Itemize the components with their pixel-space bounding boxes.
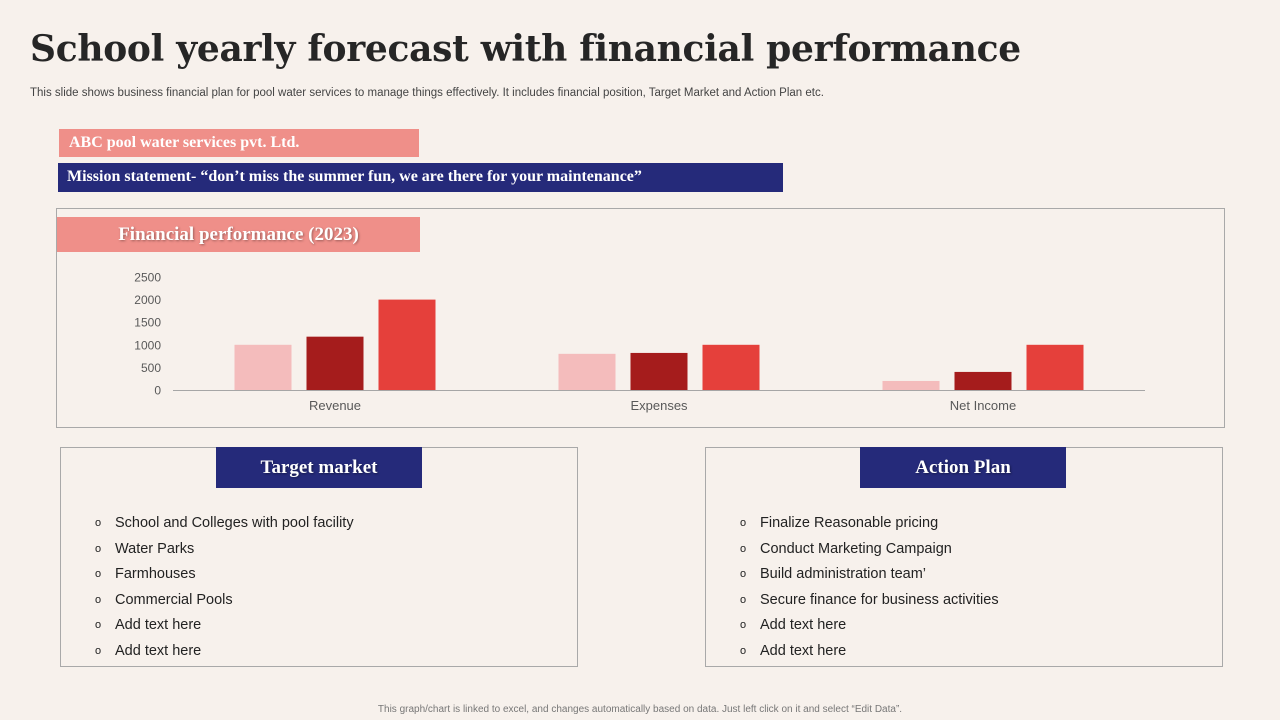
list-item: o Conduct Marketing Campaign — [740, 537, 999, 563]
bullet-icon: o — [95, 542, 102, 555]
page-subtitle: This slide shows business financial plan… — [30, 87, 824, 99]
bullet-icon: o — [95, 593, 102, 606]
list-item-text: Finalize Reasonable pricing — [760, 515, 939, 531]
x-tick-label: Expenses — [630, 398, 688, 413]
list-item: o Add text here — [740, 639, 999, 665]
list-item: o Secure finance for business activities — [740, 588, 999, 614]
list-item-text: Add text here — [115, 642, 202, 659]
target-market-header: Target market — [216, 447, 422, 488]
bar — [306, 336, 364, 390]
list-item-text: Commercial Pools — [115, 591, 233, 608]
action-plan-panel: Action Plan o Finalize Reasonable pricing… — [705, 447, 1223, 667]
action-plan-list: o Finalize Reasonable pricing o Conduct Ma… — [740, 511, 999, 665]
list-item: o School and Colleges with pool facility — [95, 511, 354, 537]
bullet-icon: o — [740, 644, 747, 657]
y-tick-label: 1500 — [134, 316, 161, 330]
bullet-icon: o — [740, 542, 747, 555]
y-tick-label: 2000 — [134, 293, 161, 307]
page-title: School yearly forecast with financial pe… — [30, 28, 1021, 70]
list-item: o Add text here — [740, 613, 999, 639]
y-tick-label: 0 — [154, 384, 161, 398]
list-item: o Farmhouses — [95, 562, 354, 588]
bullet-icon: o — [740, 517, 747, 529]
bullet-icon: o — [740, 619, 747, 632]
list-item: o Water Parks — [95, 537, 354, 563]
list-item-text: Add text here — [760, 642, 847, 659]
bar — [630, 352, 688, 390]
y-tick-label: 1000 — [134, 338, 161, 352]
bar — [954, 371, 1012, 390]
list-item: o Build administration team’ — [740, 562, 999, 588]
bar — [882, 380, 940, 390]
financial-chart-box — [56, 208, 1225, 428]
bullet-icon: o — [740, 593, 747, 606]
bullet-icon: o — [95, 644, 102, 657]
bullet-icon: o — [95, 568, 102, 581]
bar — [234, 344, 292, 390]
bar — [702, 344, 760, 390]
list-item: o Finalize Reasonable pricing — [740, 511, 999, 537]
bullet-icon: o — [740, 568, 747, 581]
y-tick-label: 500 — [141, 361, 161, 375]
company-name-banner: ABC pool water services pvt. Ltd. — [59, 129, 419, 157]
list-item-text: Secure finance for business activities — [760, 591, 999, 608]
list-item: o Add text here — [95, 613, 354, 639]
list-item-text: Add text here — [760, 617, 847, 634]
list-item-text: Farmhouses — [115, 566, 196, 583]
x-tick-label: Net Income — [950, 398, 1016, 413]
bar — [1026, 344, 1084, 390]
list-item-text: Conduct Marketing Campaign — [760, 540, 952, 557]
action-plan-header: Action Plan — [860, 447, 1066, 488]
bullet-icon: o — [95, 517, 102, 529]
chart-header: Financial performance (2023) — [57, 217, 420, 252]
footnote: This graph/chart is linked to excel, and… — [377, 704, 903, 715]
bar — [558, 353, 616, 390]
list-item-text: Build administration team’ — [760, 566, 927, 583]
list-item: o Commercial Pools — [95, 588, 354, 614]
list-item-text: Water Parks — [115, 540, 195, 557]
list-item: o Add text here — [95, 639, 354, 665]
list-item-text: School and Colleges with pool facility — [115, 515, 354, 531]
y-tick-label: 2500 — [134, 271, 161, 285]
target-market-list: o School and Colleges with pool facility … — [95, 511, 354, 665]
target-market-panel: Target market o School and Colleges with … — [60, 447, 578, 667]
list-item-text: Add text here — [115, 617, 202, 634]
x-tick-label: Revenue — [309, 398, 361, 413]
bar — [378, 299, 436, 390]
bullet-icon: o — [95, 619, 102, 632]
mission-statement-banner: Mission statement- “don’t miss the summe… — [58, 163, 783, 192]
